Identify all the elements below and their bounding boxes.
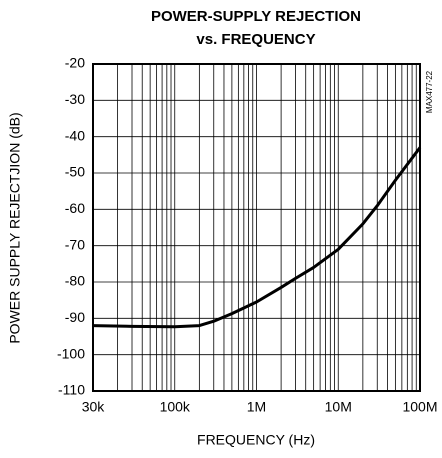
y-axis-label: POWER SUPPLY REJECTJION (dB): [7, 112, 23, 343]
x-tick-label: 30k: [82, 399, 106, 415]
x-tick-label: 100M: [402, 399, 437, 415]
x-tick-label: 10M: [325, 399, 352, 415]
y-tick-label: -80: [65, 273, 85, 289]
plot-frame: [92, 63, 421, 392]
chart-title: POWER-SUPPLY REJECTION: [151, 8, 361, 25]
y-tick-label: -60: [65, 200, 85, 216]
y-tick-label: -30: [65, 91, 85, 107]
y-tick-label: -40: [65, 127, 85, 143]
x-tick-label: 1M: [247, 399, 266, 415]
y-tick-label: -50: [65, 164, 85, 180]
y-tick-label: -20: [65, 55, 85, 71]
y-tick-label: -110: [58, 382, 85, 398]
y-tick-label: -100: [57, 345, 85, 361]
line: [92, 146, 422, 329]
x-tick-label: 100k: [160, 399, 191, 415]
x-axis-label: FREQUENCY (Hz): [197, 432, 315, 448]
annotation: MAX477-22: [425, 70, 434, 113]
y-tick-label: -90: [65, 309, 85, 325]
chart-title: vs. FREQUENCY: [196, 31, 315, 48]
y-tick-label: -70: [65, 236, 85, 252]
